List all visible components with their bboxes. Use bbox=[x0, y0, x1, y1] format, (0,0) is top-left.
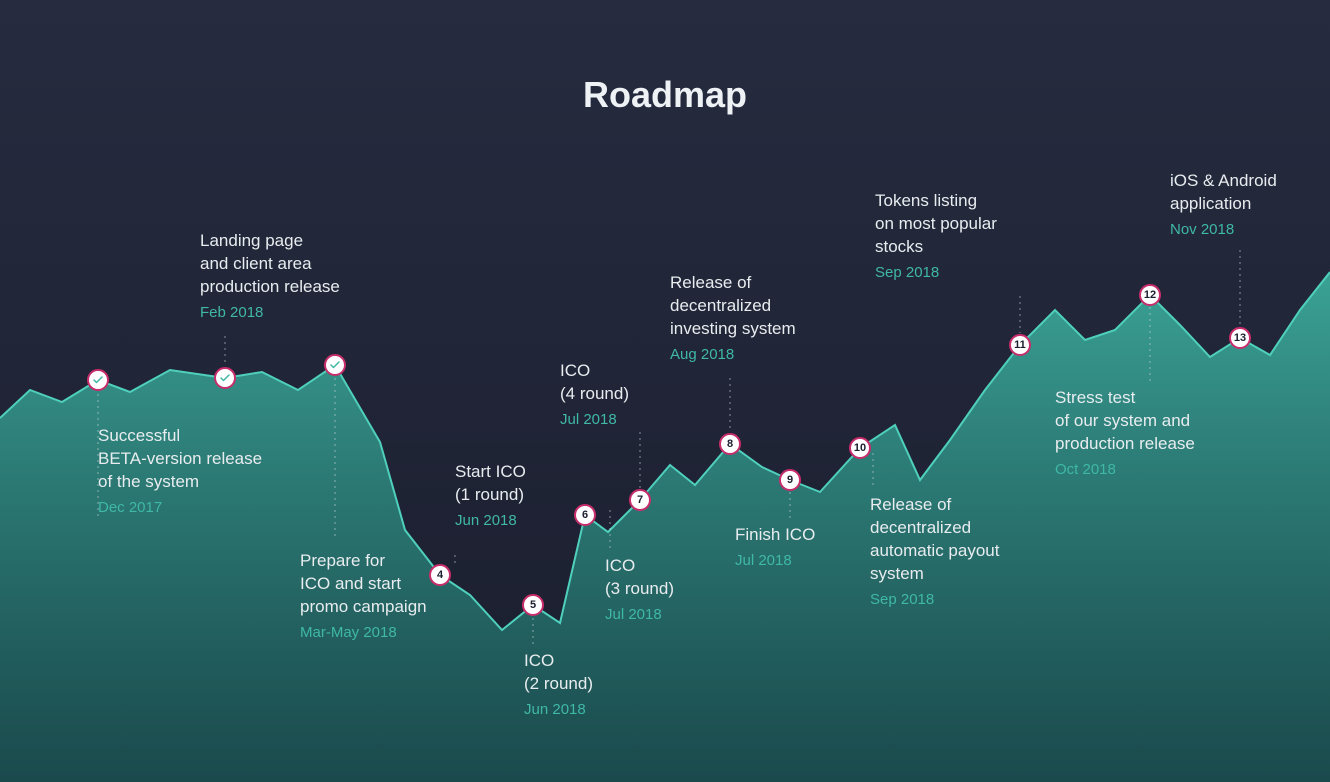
milestone-date: Jul 2018 bbox=[735, 551, 815, 571]
milestone-marker-3 bbox=[324, 354, 346, 376]
milestone-date: Feb 2018 bbox=[200, 303, 340, 323]
milestone-label-line: Release of bbox=[870, 494, 999, 517]
milestone-label-line: ICO bbox=[605, 555, 674, 578]
milestone-label-line: stocks bbox=[875, 236, 997, 259]
milestone-date: Jun 2018 bbox=[524, 700, 593, 720]
milestone-label-line: production release bbox=[200, 276, 340, 299]
milestone-label-9: Finish ICO Jul 2018 bbox=[735, 524, 815, 571]
milestone-marker-12: 12 bbox=[1139, 284, 1161, 306]
milestone-label-10: Release ofdecentralizedautomatic payouts… bbox=[870, 494, 999, 610]
milestone-label-line: Landing page bbox=[200, 230, 340, 253]
milestone-label-7: ICO(4 round) Jul 2018 bbox=[560, 360, 629, 430]
milestone-label-line: BETA-version release bbox=[98, 448, 262, 471]
milestone-number: 10 bbox=[854, 442, 866, 454]
milestone-marker-5: 5 bbox=[522, 594, 544, 616]
milestone-date: Sep 2018 bbox=[870, 590, 999, 610]
milestone-label-13: iOS & Androidapplication Nov 2018 bbox=[1170, 170, 1277, 240]
milestone-number: 8 bbox=[727, 438, 733, 450]
milestone-date: Jun 2018 bbox=[455, 511, 526, 531]
milestone-label-6: ICO(3 round) Jul 2018 bbox=[605, 555, 674, 625]
milestone-label-line: automatic payout bbox=[870, 540, 999, 563]
milestone-number: 6 bbox=[582, 509, 588, 521]
milestone-label-line: Stress test bbox=[1055, 387, 1195, 410]
milestone-label-8: Release ofdecentralizedinvesting system A… bbox=[670, 272, 796, 365]
milestone-label-line: Successful bbox=[98, 425, 262, 448]
milestone-label-4: Start ICO(1 round) Jun 2018 bbox=[455, 461, 526, 531]
milestone-label-line: decentralized bbox=[870, 517, 999, 540]
milestone-label-line: ICO bbox=[524, 650, 593, 673]
milestone-label-line: and client area bbox=[200, 253, 340, 276]
milestone-number: 5 bbox=[530, 599, 536, 611]
milestone-label-2: Landing pageand client areaproduction re… bbox=[200, 230, 340, 323]
milestone-label-line: system bbox=[870, 563, 999, 586]
milestone-marker-13: 13 bbox=[1229, 327, 1251, 349]
milestone-marker-9: 9 bbox=[779, 469, 801, 491]
milestone-marker-6: 6 bbox=[574, 504, 596, 526]
milestone-date: Aug 2018 bbox=[670, 345, 796, 365]
milestone-label-line: (4 round) bbox=[560, 383, 629, 406]
check-icon bbox=[92, 374, 104, 386]
milestone-label-line: of our system and bbox=[1055, 410, 1195, 433]
milestone-label-line: promo campaign bbox=[300, 596, 427, 619]
milestone-label-line: ICO and start bbox=[300, 573, 427, 596]
milestone-label-5: ICO(2 round) Jun 2018 bbox=[524, 650, 593, 720]
milestone-marker-1 bbox=[87, 369, 109, 391]
milestone-date: Sep 2018 bbox=[875, 263, 997, 283]
page-title: Roadmap bbox=[583, 74, 747, 116]
milestone-number: 12 bbox=[1144, 289, 1156, 301]
milestone-date: Mar-May 2018 bbox=[300, 623, 427, 643]
milestone-marker-4: 4 bbox=[429, 564, 451, 586]
milestone-marker-7: 7 bbox=[629, 489, 651, 511]
milestone-number: 11 bbox=[1014, 339, 1026, 351]
milestone-label-3: Prepare forICO and startpromo campaign Ma… bbox=[300, 550, 427, 643]
milestone-number: 4 bbox=[437, 569, 443, 581]
milestone-label-line: Prepare for bbox=[300, 550, 427, 573]
milestone-label-12: Stress testof our system andproduction r… bbox=[1055, 387, 1195, 480]
milestone-label-line: iOS & Android bbox=[1170, 170, 1277, 193]
milestone-marker-11: 11 bbox=[1009, 334, 1031, 356]
milestone-date: Oct 2018 bbox=[1055, 460, 1195, 480]
milestone-label-line: Release of bbox=[670, 272, 796, 295]
milestone-label-line: (1 round) bbox=[455, 484, 526, 507]
milestone-number: 7 bbox=[637, 494, 643, 506]
milestone-marker-2 bbox=[214, 367, 236, 389]
milestone-marker-10: 10 bbox=[849, 437, 871, 459]
milestone-date: Dec 2017 bbox=[98, 498, 262, 518]
milestone-label-line: of the system bbox=[98, 471, 262, 494]
milestone-label-line: production release bbox=[1055, 433, 1195, 456]
check-icon bbox=[329, 359, 341, 371]
milestone-label-line: (2 round) bbox=[524, 673, 593, 696]
milestone-label-line: application bbox=[1170, 193, 1277, 216]
milestone-label-line: Start ICO bbox=[455, 461, 526, 484]
milestone-label-11: Tokens listingon most popularstocks Sep 2… bbox=[875, 190, 997, 283]
milestone-date: Jul 2018 bbox=[560, 410, 629, 430]
milestone-label-line: on most popular bbox=[875, 213, 997, 236]
milestone-label-line: Tokens listing bbox=[875, 190, 997, 213]
milestone-label-line: Finish ICO bbox=[735, 524, 815, 547]
milestone-number: 9 bbox=[787, 474, 793, 486]
check-icon bbox=[219, 372, 231, 384]
milestone-label-line: decentralized bbox=[670, 295, 796, 318]
milestone-label-line: ICO bbox=[560, 360, 629, 383]
milestone-label-line: (3 round) bbox=[605, 578, 674, 601]
chart-area-fill bbox=[0, 272, 1330, 782]
milestone-date: Nov 2018 bbox=[1170, 220, 1277, 240]
milestone-date: Jul 2018 bbox=[605, 605, 674, 625]
milestone-marker-8: 8 bbox=[719, 433, 741, 455]
milestone-number: 13 bbox=[1234, 332, 1246, 344]
milestone-label-1: SuccessfulBETA-version releaseof the sys… bbox=[98, 425, 262, 518]
milestone-label-line: investing system bbox=[670, 318, 796, 341]
